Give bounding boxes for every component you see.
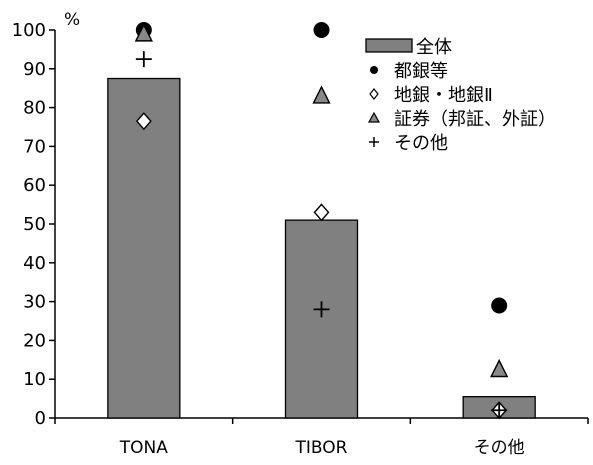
y-tick-label: 40 (23, 253, 46, 274)
marker-triangle (312, 85, 331, 104)
legend-item: その他 (369, 133, 448, 154)
legend-label: その他 (394, 133, 448, 154)
marker-diamond (135, 112, 152, 131)
y-tick-label: 30 (23, 292, 46, 313)
bars (107, 77, 536, 419)
marker-circle (491, 297, 508, 314)
marker-plus (313, 301, 330, 318)
marker-circle (313, 22, 330, 38)
marker-triangle (490, 358, 509, 378)
y-tick-label: 90 (23, 59, 46, 80)
legend-label: 証券（邦証、外証） (394, 109, 556, 130)
axes: 0 10 20 30 40 50 60 70 80 90 100 TONA TIBOR その他 (12, 20, 589, 458)
legend-item: 都銀等 (370, 61, 448, 82)
marker-plus (135, 51, 152, 68)
y-tick-label: 70 (23, 136, 46, 157)
y-tick-label: 0 (35, 408, 46, 429)
legend-item: 地銀・地銀Ⅱ (369, 85, 493, 106)
y-tick-label: 20 (23, 330, 46, 351)
legend-item: 全体 (365, 37, 452, 58)
y-tick-label: 50 (23, 214, 46, 235)
legend-swatch-circle (370, 66, 378, 74)
y-tick-label: 80 (23, 98, 46, 119)
legend-swatch-bar (365, 38, 413, 53)
marker-triangle (134, 23, 153, 42)
marker-diamond (313, 203, 330, 222)
bar (284, 219, 359, 419)
legend-swatch-triangle (367, 111, 381, 123)
x-category-label: TIBOR (295, 438, 348, 458)
y-unit-label: % (64, 10, 80, 30)
y-tick-label: 10 (23, 369, 46, 390)
y-tick-label: 100 (12, 20, 46, 41)
legend-item: 証券（邦証、外証） (367, 109, 556, 130)
bar (107, 77, 181, 419)
x-category-label: TONA (119, 438, 168, 458)
legend-label: 地銀・地銀Ⅱ (394, 85, 493, 106)
x-category-label: その他 (474, 438, 525, 458)
legend-swatch-plus (369, 137, 379, 147)
y-tick-label: 60 (23, 175, 46, 196)
legend-label: 全体 (416, 37, 452, 58)
legend-label: 都銀等 (394, 61, 448, 82)
legend-swatch-diamond (369, 88, 379, 100)
marker-plus (491, 402, 508, 419)
markers (134, 22, 509, 420)
